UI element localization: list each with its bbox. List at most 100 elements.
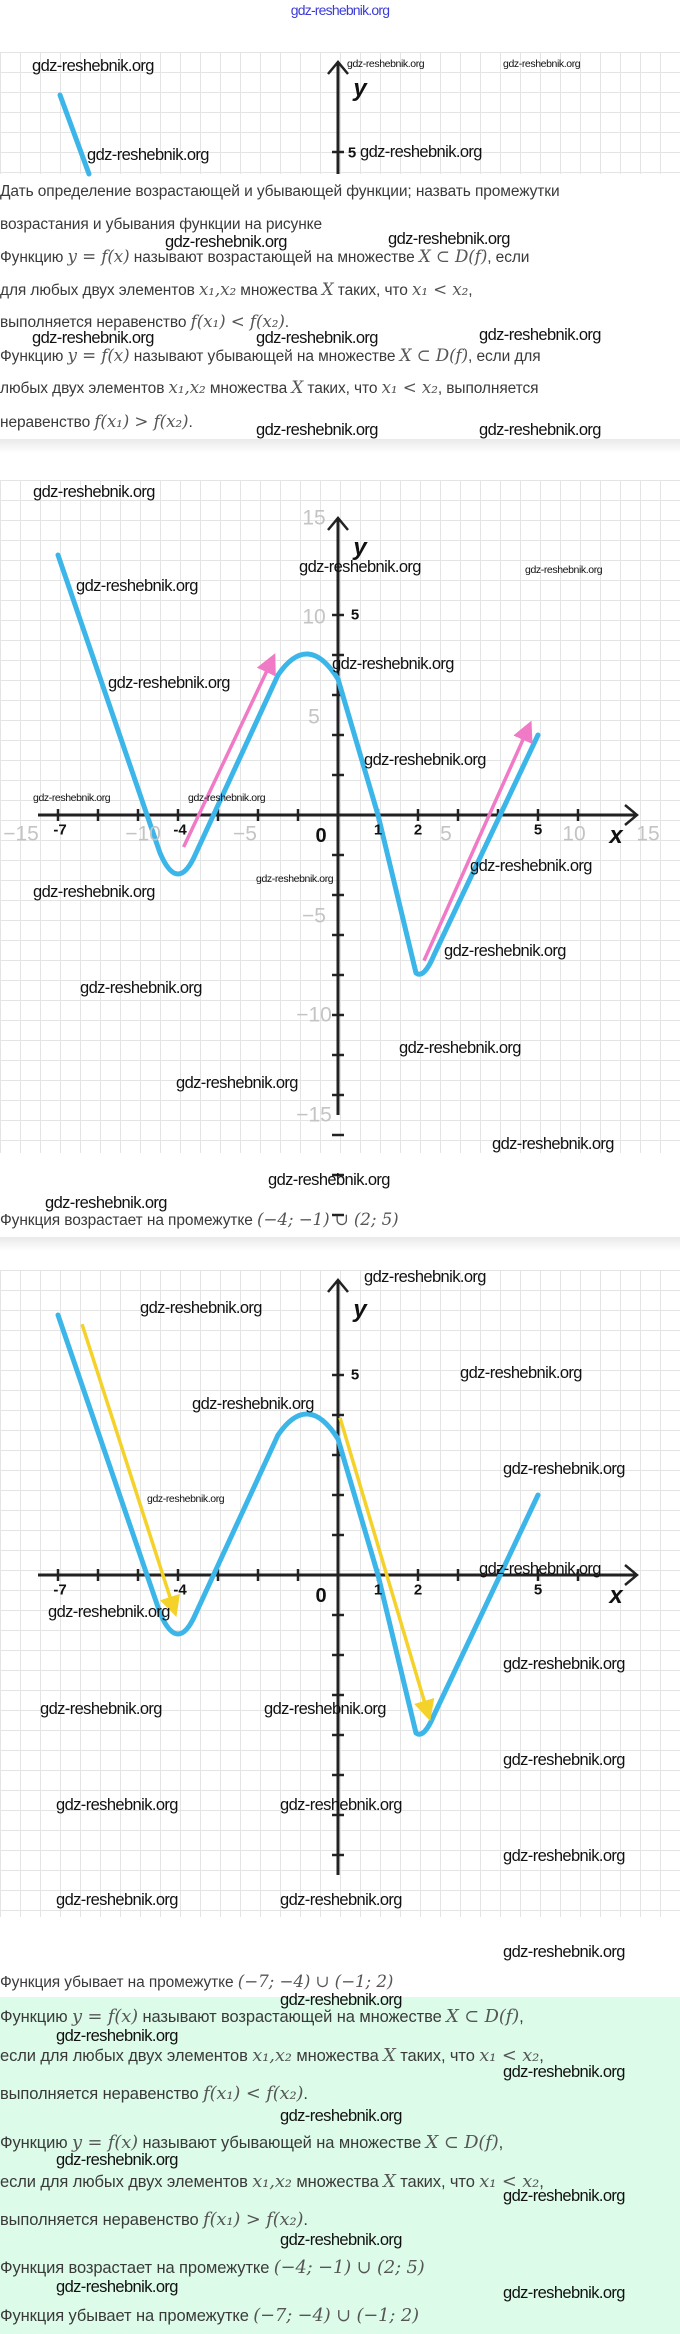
math-expression: y = f(x)	[67, 345, 130, 365]
question-line: Функцию y = f(x) называют убывающей на м…	[0, 345, 541, 367]
x-tick-label: 1	[373, 1581, 383, 1599]
watermark: gdz-reshebnik.org	[364, 750, 486, 769]
y-axis-label: y	[353, 75, 367, 102]
summary-line: Функция возрастает на промежутке (−4; −1…	[0, 2257, 425, 2279]
math-expression: x₁ < x₂	[479, 2171, 540, 2192]
background-y-label: −5	[302, 904, 326, 928]
answer-summary-box	[0, 1997, 680, 2334]
x-tick-label: -7	[53, 1581, 67, 1599]
answer-increasing: Функция возрастает на промежутке (−4; −1…	[0, 1209, 399, 1231]
watermark: gdz-reshebnik.org	[76, 576, 198, 595]
background-x-label: −15	[3, 822, 39, 846]
text-fragment: называют убывающей на множестве	[129, 348, 400, 365]
math-expression: (−7; −4) ∪ (−1; 2)	[237, 1971, 394, 1991]
x-tick-label: 5	[533, 1581, 543, 1599]
watermark: gdz-reshebnik.org	[479, 325, 601, 344]
text-fragment: таких, что	[395, 2047, 480, 2065]
watermark: gdz-reshebnik.org	[479, 1559, 601, 1578]
watermark: gdz-reshebnik.org	[525, 563, 603, 576]
text-fragment: таких, что	[395, 2173, 480, 2191]
text-fragment: множества	[291, 2173, 384, 2191]
text-fragment: ,	[468, 282, 473, 299]
watermark: gdz-reshebnik.org	[360, 142, 482, 161]
math-expression: X	[383, 2045, 396, 2066]
watermark: gdz-reshebnik.org	[176, 1073, 298, 1092]
x-tick-label: -4	[173, 821, 187, 839]
x-tick-label: -7	[53, 821, 67, 839]
watermark: gdz-reshebnik.org	[388, 229, 510, 248]
math-expression: f(x₁) < f(x₂)	[203, 2083, 304, 2104]
x-axis-label: x	[609, 822, 623, 849]
text-fragment: называют возрастающей на множестве	[138, 2008, 447, 2026]
watermark: gdz-reshebnik.org	[470, 856, 592, 875]
summary-line: Функцию y = f(x) называют убывающей на м…	[0, 2132, 503, 2154]
text-fragment: .	[188, 414, 193, 431]
watermark: gdz-reshebnik.org	[80, 978, 202, 997]
math-expression: X ⊂ D(f)	[446, 2006, 520, 2027]
watermark: gdz-reshebnik.org	[40, 1699, 162, 1718]
y-axis-label: y	[353, 1296, 367, 1323]
text-fragment: называют возрастающей на множестве	[129, 249, 419, 266]
math-expression: x₁,x₂	[252, 2045, 292, 2066]
watermark: gdz-reshebnik.org	[503, 2186, 625, 2205]
math-expression: X	[291, 377, 304, 397]
question-line: любых двух элементов x₁,x₂ множества X т…	[0, 377, 539, 399]
watermark: gdz-reshebnik.org	[147, 1492, 225, 1505]
watermark: gdz-reshebnik.org	[503, 1459, 625, 1478]
watermark: gdz-reshebnik.org	[33, 882, 155, 901]
question-line: выполняется неравенство f(x₁) < f(x₂).	[0, 311, 289, 333]
answer-decreasing: Функция убывает на промежутке (−7; −4) ∪…	[0, 1971, 393, 1993]
x-tick-label: -4	[173, 1581, 187, 1599]
text-fragment: возрастания и убывания функции на рисунк…	[0, 216, 323, 233]
text-fragment: любых двух элементов	[0, 380, 169, 397]
math-expression: X ⊂ D(f)	[418, 246, 488, 266]
summary-line: если для любых двух элементов x₁,x₂ множ…	[0, 2045, 544, 2067]
watermark: gdz-reshebnik.org	[56, 2277, 178, 2296]
watermark: gdz-reshebnik.org	[280, 2230, 402, 2249]
y-tick-label: 5	[350, 606, 360, 624]
x-tick-label: 0	[315, 1585, 327, 1607]
watermark: gdz-reshebnik.org	[264, 1699, 386, 1718]
math-expression: x₁,x₂	[168, 377, 206, 397]
site-header-link[interactable]: gdz-reshebnik.org	[290, 2, 390, 18]
watermark: gdz-reshebnik.org	[256, 872, 334, 885]
text-fragment: если для любых двух элементов	[0, 2173, 253, 2191]
math-expression: X	[321, 279, 334, 299]
x-tick-label: 2	[413, 821, 423, 839]
watermark: gdz-reshebnik.org	[503, 1846, 625, 1865]
watermark: gdz-reshebnik.org	[364, 1267, 486, 1286]
math-expression: X	[383, 2171, 396, 2192]
watermark: gdz-reshebnik.org	[280, 1990, 402, 2009]
watermark: gdz-reshebnik.org	[56, 1890, 178, 1909]
text-fragment: Дать определение возрастающей и убывающе…	[0, 183, 560, 200]
background-y-label: 5	[308, 705, 320, 729]
text-fragment: для любых двух элементов	[0, 282, 199, 299]
watermark: gdz-reshebnik.org	[503, 1654, 625, 1673]
watermark: gdz-reshebnik.org	[108, 673, 230, 692]
watermark: gdz-reshebnik.org	[256, 328, 378, 347]
watermark: gdz-reshebnik.org	[299, 557, 421, 576]
watermark: gdz-reshebnik.org	[444, 941, 566, 960]
watermark: gdz-reshebnik.org	[33, 482, 155, 501]
text-fragment: ,	[539, 2047, 544, 2065]
text-fragment: ,	[498, 2134, 504, 2152]
summary-line: выполняется неравенство f(x₁) < f(x₂).	[0, 2083, 308, 2105]
summary-line: Функция убывает на промежутке (−7; −4) ∪…	[0, 2305, 419, 2327]
background-x-label: 10	[562, 822, 586, 846]
watermark: gdz-reshebnik.org	[33, 791, 111, 804]
watermark: gdz-reshebnik.org	[56, 2150, 178, 2169]
watermark: gdz-reshebnik.org	[332, 654, 454, 673]
background-x-label: −5	[233, 822, 257, 846]
watermark: gdz-reshebnik.org	[32, 328, 154, 347]
watermark: gdz-reshebnik.org	[479, 420, 601, 439]
watermark: gdz-reshebnik.org	[56, 2026, 178, 2045]
watermark: gdz-reshebnik.org	[32, 56, 154, 75]
watermark: gdz-reshebnik.org	[45, 1193, 167, 1212]
text-fragment: множества	[205, 380, 292, 397]
math-expression: f(x₁) > f(x₂)	[94, 411, 189, 431]
x-tick-label: 1	[373, 821, 383, 839]
math-expression: (−4; −1) ∪ (2; 5)	[256, 1209, 399, 1229]
watermark: gdz-reshebnik.org	[165, 232, 287, 251]
watermark: gdz-reshebnik.org	[140, 1298, 262, 1317]
